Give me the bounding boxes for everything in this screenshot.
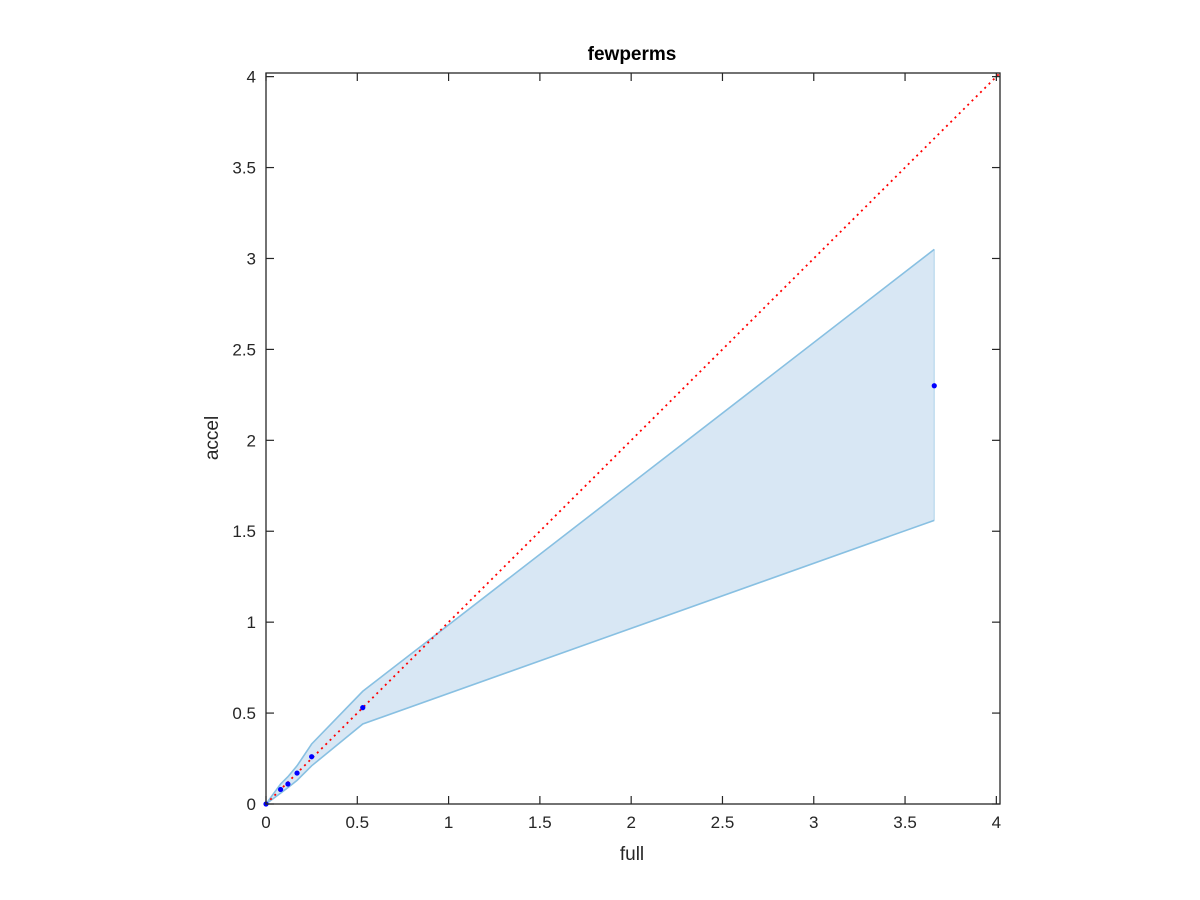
x-tick-label: 0.5 — [345, 813, 369, 832]
data-point — [285, 781, 291, 787]
x-tick-label: 3.5 — [893, 813, 917, 832]
y-tick-label: 3 — [247, 249, 256, 268]
y-tick-label: 0.5 — [232, 704, 256, 723]
axis-ticks: 0 0.5 1 1.5 2 2.5 3 3.5 4 0 0.5 1 1.5 2 2.5 3 3.5 4 — [232, 68, 1001, 832]
plot-area — [263, 72, 1001, 807]
reference-line — [265, 72, 1001, 805]
data-point — [278, 786, 284, 793]
y-axis-label: accel — [202, 416, 223, 460]
data-point — [931, 383, 937, 389]
x-tick-label: 1.5 — [528, 813, 552, 832]
x-tick-label: 3 — [809, 813, 818, 832]
y-tick-label: 1 — [247, 613, 256, 632]
y-tick-label: 2 — [247, 431, 256, 450]
y-tick-label: 4 — [247, 68, 256, 87]
y-tick-label: 3.5 — [232, 159, 256, 178]
y-tick-label: 1.5 — [232, 522, 256, 541]
x-tick-label: 0 — [261, 813, 270, 832]
axes-box — [265, 72, 1001, 805]
band-fill — [266, 249, 935, 805]
x-tick-label: 1 — [444, 813, 453, 832]
x-tick-label: 4 — [992, 813, 1001, 832]
band-lower-line — [265, 519, 935, 805]
data-point — [360, 705, 366, 711]
data-point — [294, 770, 300, 776]
x-tick-label: 2.5 — [711, 813, 735, 832]
band-upper-line — [265, 248, 935, 805]
x-tick-label: 2 — [626, 813, 635, 832]
chart-title: fewperms — [588, 44, 677, 65]
y-tick-label: 2.5 — [232, 340, 256, 359]
y-tick-label: 0 — [247, 795, 256, 814]
x-axis-label: full — [620, 844, 644, 865]
data-point — [309, 754, 315, 760]
